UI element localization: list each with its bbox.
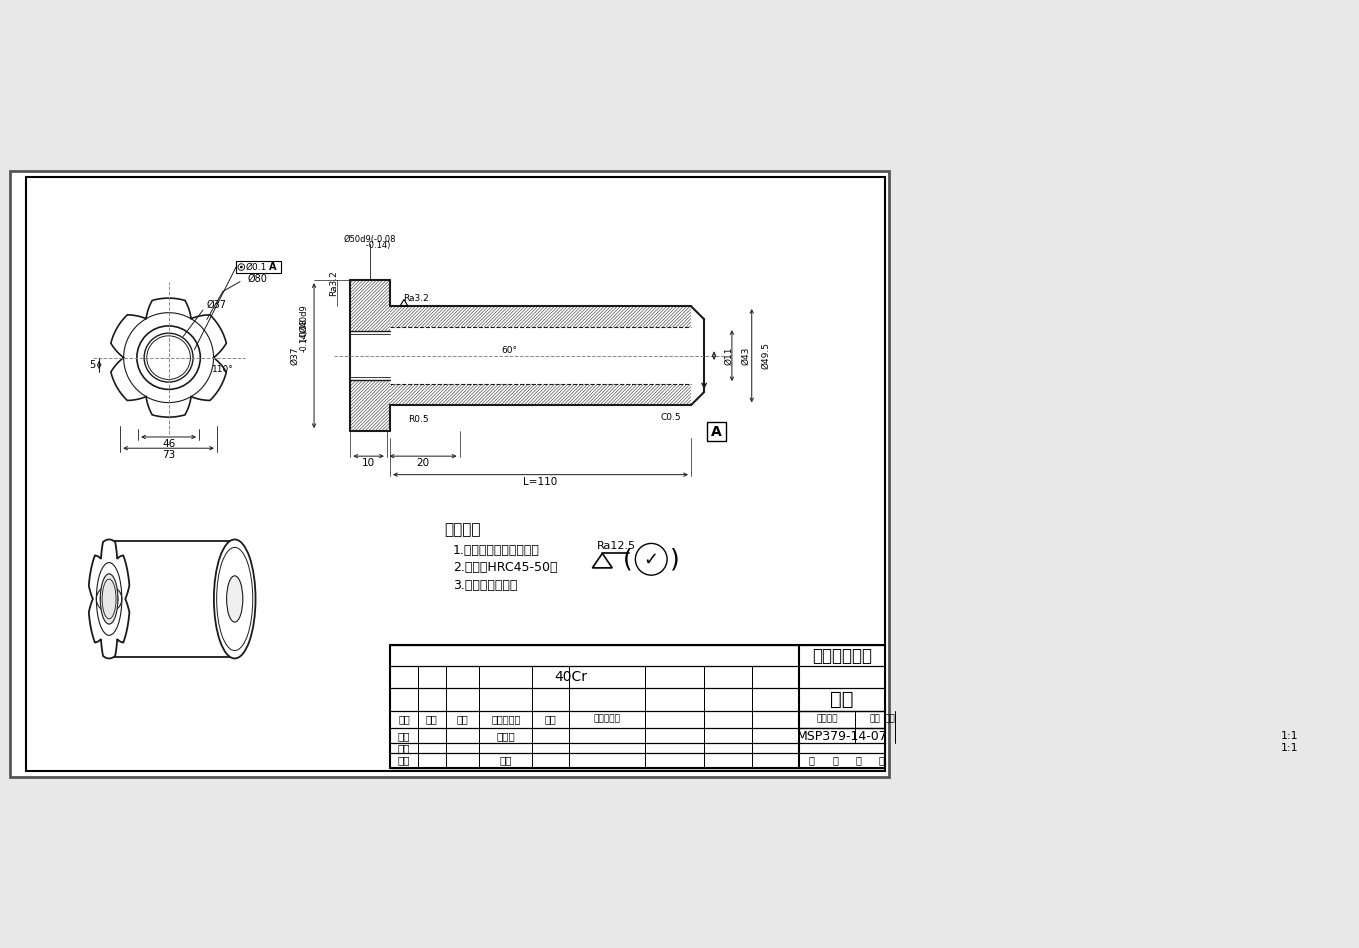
Text: 年、月、日: 年、月、日 — [594, 715, 620, 723]
Text: 工艺: 工艺 — [398, 756, 410, 765]
Text: Ra3.2: Ra3.2 — [329, 271, 338, 297]
Text: Ø50d9(-0.08: Ø50d9(-0.08 — [344, 235, 397, 244]
Text: 46: 46 — [162, 439, 175, 449]
Bar — [708, 423, 726, 441]
Ellipse shape — [213, 539, 255, 659]
Bar — [390, 646, 885, 768]
Text: 处数: 处数 — [425, 714, 438, 724]
Text: 2.热处理HRC45-50；: 2.热处理HRC45-50； — [453, 561, 557, 574]
Text: 张: 张 — [878, 756, 885, 765]
Text: Ø11: Ø11 — [724, 346, 733, 365]
Ellipse shape — [101, 574, 118, 624]
Text: -0.14): -0.14) — [299, 329, 308, 352]
Text: 1:1: 1:1 — [1280, 743, 1298, 753]
Text: L=110: L=110 — [523, 477, 557, 487]
Text: Ø80: Ø80 — [247, 273, 268, 283]
Text: 73: 73 — [162, 450, 175, 461]
Text: Ra3.2: Ra3.2 — [404, 294, 429, 302]
Text: Ø37: Ø37 — [207, 300, 227, 310]
Text: 20: 20 — [417, 459, 429, 468]
Text: 重量: 重量 — [870, 715, 881, 723]
Text: 110°: 110° — [212, 365, 234, 374]
Text: ): ) — [670, 547, 680, 572]
Text: 阶段标记: 阶段标记 — [815, 715, 837, 723]
Text: -0.14): -0.14) — [351, 242, 390, 250]
Text: ✓: ✓ — [644, 550, 659, 568]
Text: 1.清除毛刺，锐角倒钝；: 1.清除毛刺，锐角倒钝； — [453, 544, 540, 557]
Text: A: A — [269, 262, 277, 272]
Text: Ø40d9: Ø40d9 — [299, 304, 308, 332]
Text: 1:1: 1:1 — [1280, 731, 1298, 740]
Text: 40Cr: 40Cr — [554, 670, 587, 684]
Text: (: ( — [622, 547, 632, 572]
Text: R0.5: R0.5 — [409, 414, 429, 424]
Text: 共: 共 — [809, 756, 815, 765]
Text: 5: 5 — [90, 360, 95, 370]
Text: 更改文件号: 更改文件号 — [491, 714, 520, 724]
Text: 标记: 标记 — [398, 714, 410, 724]
Text: (-0.08: (-0.08 — [299, 319, 308, 341]
Text: 张: 张 — [832, 756, 839, 765]
Text: C0.5: C0.5 — [660, 412, 681, 422]
Text: 技术要求: 技术要求 — [444, 522, 481, 537]
Text: A: A — [711, 425, 722, 439]
Bar — [236, 261, 281, 273]
Text: 棘轮: 棘轮 — [830, 690, 853, 709]
Text: Ra12.5: Ra12.5 — [597, 541, 636, 551]
Text: 批准: 批准 — [500, 756, 512, 765]
Text: 10: 10 — [361, 459, 375, 468]
Polygon shape — [88, 539, 129, 659]
Text: 签名: 签名 — [545, 714, 557, 724]
Text: 第: 第 — [855, 756, 862, 765]
Text: 比例: 比例 — [885, 715, 896, 723]
Text: Ø0.1: Ø0.1 — [245, 263, 266, 271]
Circle shape — [241, 266, 242, 268]
Text: Ø49.5: Ø49.5 — [761, 342, 771, 369]
Text: 标准化: 标准化 — [496, 731, 515, 740]
Text: 审核: 审核 — [398, 743, 410, 753]
Text: 成都理工大学: 成都理工大学 — [811, 647, 872, 665]
Text: Ø37: Ø37 — [291, 346, 299, 365]
Text: 3.表面发黑处理；: 3.表面发黑处理； — [453, 578, 518, 592]
Ellipse shape — [227, 575, 243, 622]
Text: MSP379-14-07: MSP379-14-07 — [796, 730, 887, 743]
Text: Ø43: Ø43 — [742, 346, 750, 365]
Text: 60°: 60° — [501, 346, 516, 355]
Text: 设计: 设计 — [398, 731, 410, 740]
Text: 分区: 分区 — [457, 714, 469, 724]
